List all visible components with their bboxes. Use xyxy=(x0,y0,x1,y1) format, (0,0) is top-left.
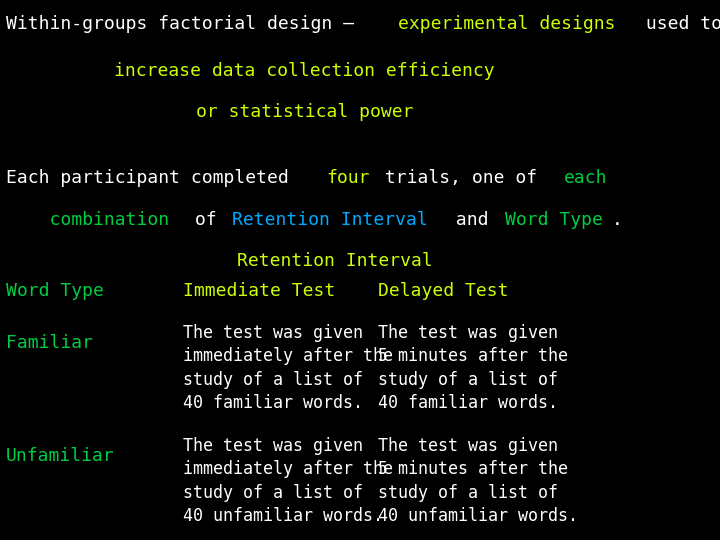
Text: Unfamiliar: Unfamiliar xyxy=(6,447,115,465)
Text: Word Type: Word Type xyxy=(6,282,104,300)
Text: The test was given
immediately after the
study of a list of
40 familiar words.: The test was given immediately after the… xyxy=(183,323,392,413)
Text: The test was given
immediately after the
study of a list of
40 unfamiliar words.: The test was given immediately after the… xyxy=(183,436,392,525)
Text: or statistical power: or statistical power xyxy=(196,103,413,121)
Text: four: four xyxy=(327,170,370,187)
Text: Within-groups factorial design –: Within-groups factorial design – xyxy=(6,16,365,33)
Text: Each participant completed: Each participant completed xyxy=(6,170,300,187)
Text: Retention Interval: Retention Interval xyxy=(232,211,428,228)
Text: The test was given
5 minutes after the
study of a list of
40 familiar words.: The test was given 5 minutes after the s… xyxy=(377,323,567,413)
Text: Delayed Test: Delayed Test xyxy=(377,282,508,300)
Text: Retention Interval: Retention Interval xyxy=(237,252,433,269)
Text: The test was given
5 minutes after the
study of a list of
40 unfamiliar words.: The test was given 5 minutes after the s… xyxy=(377,436,577,525)
Text: each: each xyxy=(564,170,608,187)
Text: trials, one of: trials, one of xyxy=(374,170,548,187)
Text: increase data collection efficiency: increase data collection efficiency xyxy=(114,62,495,79)
Text: Familiar: Familiar xyxy=(6,334,93,352)
Text: of: of xyxy=(184,211,228,228)
Text: combination: combination xyxy=(6,211,169,228)
Text: .: . xyxy=(611,211,622,228)
Text: experimental designs: experimental designs xyxy=(397,16,616,33)
Text: Word Type: Word Type xyxy=(505,211,603,228)
Text: Immediate Test: Immediate Test xyxy=(183,282,335,300)
Text: used to: used to xyxy=(635,16,720,33)
Text: and: and xyxy=(445,211,500,228)
